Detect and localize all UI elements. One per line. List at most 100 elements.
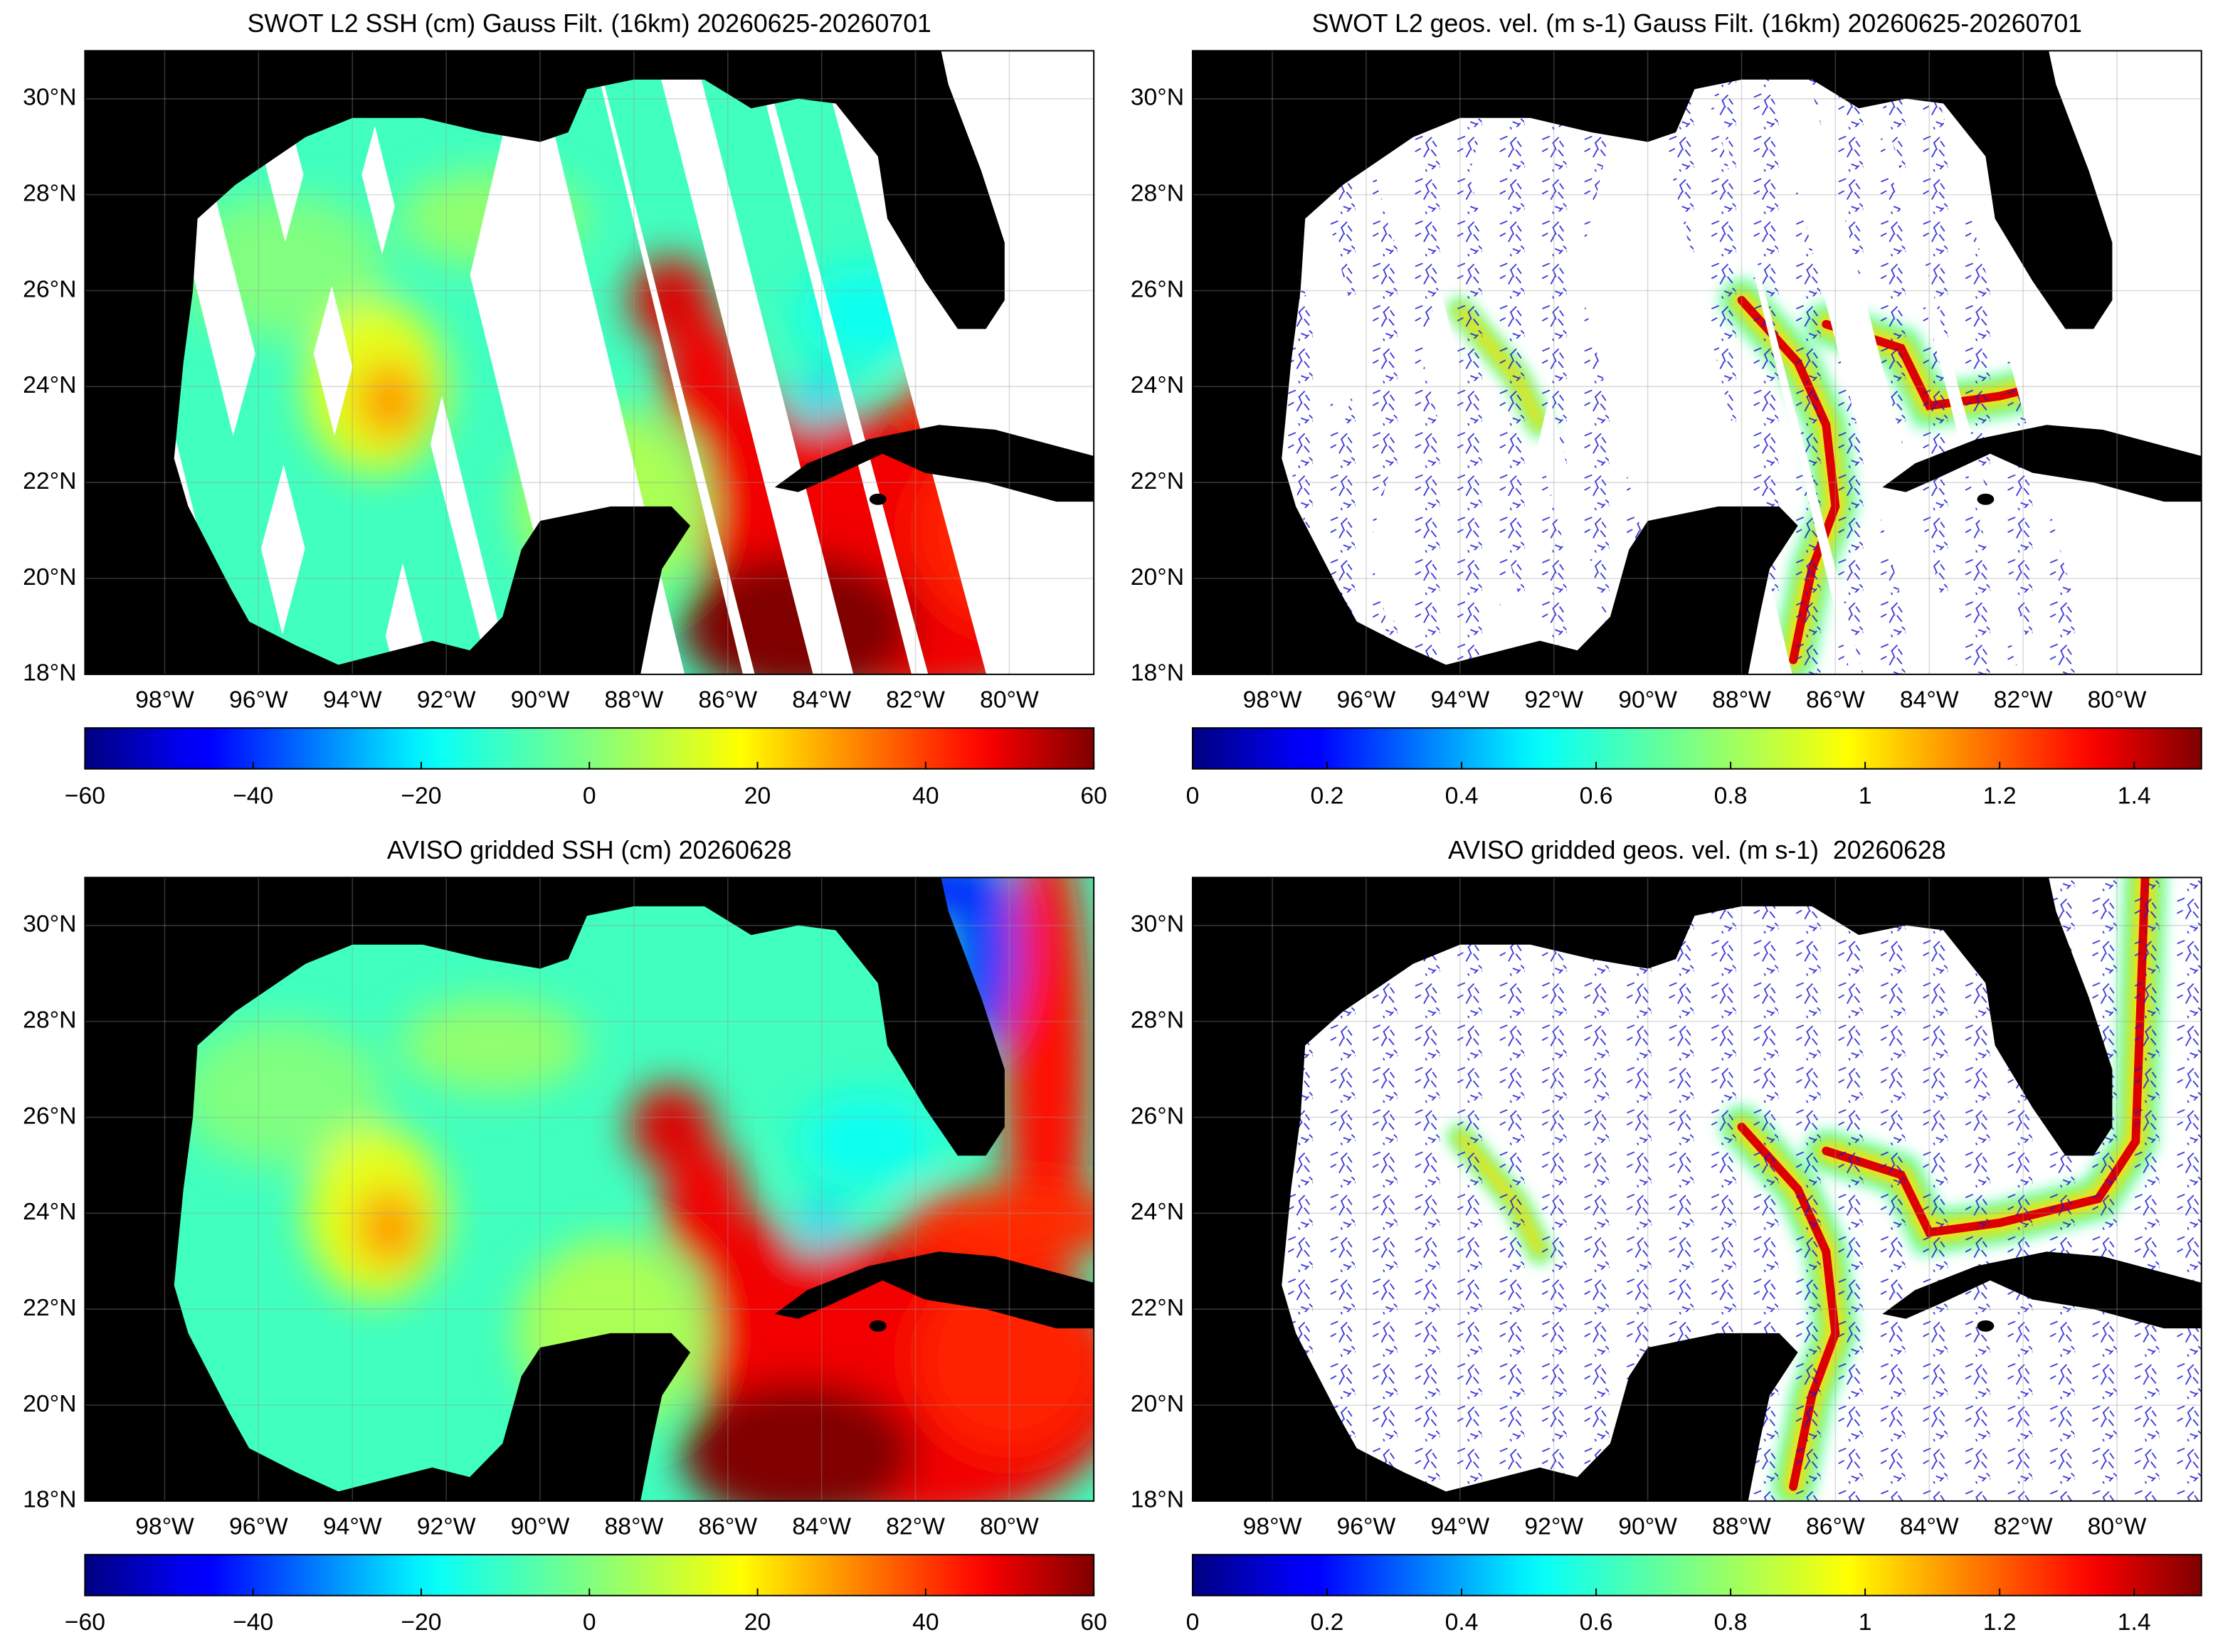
field-blob: [356, 1189, 423, 1266]
y-tick-label: 22°N: [1131, 467, 1184, 494]
x-tick-label: 86°W: [698, 1513, 757, 1540]
x-tick-label: 80°W: [2088, 1513, 2147, 1540]
plot-frame: [84, 50, 1095, 675]
y-tick-label: 30°N: [1131, 84, 1184, 111]
colorbar-tick-label: −40: [233, 1609, 273, 1636]
field-blob: [680, 1381, 916, 1501]
colorbar: [1191, 1554, 2202, 1597]
x-tick-label: 84°W: [792, 686, 851, 713]
panel-title: AVISO gridded geos. vel. (m s-1) 2026062…: [1448, 836, 1946, 864]
x-tick-label: 88°W: [1712, 686, 1771, 713]
x-tick-label: 96°W: [229, 1513, 288, 1540]
plot-area: [1192, 877, 2202, 1501]
x-tick-label: 94°W: [1430, 1513, 1489, 1540]
x-tick-label: 90°W: [1618, 686, 1677, 713]
colorbar-tick-label: 0: [1186, 1609, 1200, 1636]
y-tick-label: 20°N: [1131, 1390, 1184, 1417]
x-tick-label: 82°W: [886, 686, 945, 713]
x-tick-label: 92°W: [1524, 1513, 1583, 1540]
colorbar-tick-label: −40: [233, 782, 273, 809]
y-tick-label: 18°N: [23, 1486, 76, 1513]
x-tick-label: 86°W: [698, 686, 757, 713]
x-tick-label: 96°W: [229, 686, 288, 713]
land: [869, 493, 887, 505]
plot-frame: [1191, 877, 2202, 1502]
plot-area: [85, 877, 1094, 1501]
x-tick-label: 90°W: [511, 1513, 570, 1540]
map-panel: SWOT L2 geos. vel. (m s-1) Gauss Filt. (…: [1131, 9, 2202, 809]
colorbar-tick-label: 0.2: [1311, 782, 1344, 809]
colorbar-tick-label: 60: [1080, 782, 1106, 809]
y-tick-label: 18°N: [1131, 660, 1184, 687]
y-tick-label: 28°N: [23, 180, 76, 207]
x-tick-label: 88°W: [605, 686, 664, 713]
field-blob: [680, 554, 916, 674]
y-tick-label: 28°N: [23, 1007, 76, 1034]
field-blob: [399, 997, 587, 1094]
x-tick-label: 82°W: [1994, 1513, 2053, 1540]
colorbar-tick-label: 1: [1859, 1609, 1872, 1636]
y-tick-label: 30°N: [23, 84, 76, 111]
colorbar: [1191, 727, 2202, 770]
field-blob: [179, 1021, 386, 1165]
colorbar-tick-label: 60: [1080, 1609, 1106, 1636]
colorbar-tick-label: 0.2: [1311, 1609, 1344, 1636]
field-blob: [798, 1199, 845, 1247]
y-tick-label: 30°N: [23, 911, 76, 938]
panel-title: AVISO gridded SSH (cm) 20260628: [387, 836, 792, 864]
colorbar-tick-label: 40: [912, 782, 939, 809]
plot-frame: [84, 877, 1095, 1502]
x-tick-label: 80°W: [980, 1513, 1039, 1540]
land: [774, 1251, 1094, 1329]
colorbar-tick-label: −20: [401, 1609, 441, 1636]
y-tick-label: 20°N: [23, 1390, 76, 1417]
y-tick-label: 18°N: [23, 660, 76, 687]
x-tick-label: 80°W: [980, 686, 1039, 713]
y-tick-label: 26°N: [23, 1102, 76, 1129]
y-tick-label: 24°N: [1131, 1198, 1184, 1225]
colorbar-tick-label: 0.6: [1580, 782, 1613, 809]
land: [85, 51, 1005, 674]
y-tick-label: 24°N: [23, 371, 76, 398]
land: [1192, 51, 2113, 674]
colorbar-tick-label: 1.2: [1983, 1609, 2017, 1636]
x-tick-label: 96°W: [1337, 686, 1396, 713]
field-blob: [798, 1093, 939, 1190]
x-tick-label: 96°W: [1337, 1513, 1396, 1540]
colorbar-tick-label: 1.4: [2118, 1609, 2151, 1636]
y-tick-label: 30°N: [1131, 911, 1184, 938]
x-tick-label: 92°W: [1524, 686, 1583, 713]
x-tick-label: 82°W: [886, 1513, 945, 1540]
land: [85, 877, 1005, 1501]
colorbar-tick-label: −20: [401, 782, 441, 809]
colorbar-tick-label: −60: [65, 782, 105, 809]
x-tick-label: 82°W: [1994, 686, 2053, 713]
y-tick-label: 22°N: [1131, 1294, 1184, 1321]
colorbar-tick-label: 0.6: [1580, 1609, 1613, 1636]
land: [869, 1320, 887, 1332]
colorbar-tick-label: −60: [65, 1609, 105, 1636]
x-tick-label: 90°W: [1618, 1513, 1677, 1540]
x-tick-label: 90°W: [511, 686, 570, 713]
x-tick-label: 98°W: [1243, 686, 1302, 713]
land: [774, 425, 1094, 502]
colorbar-tick-label: 0.4: [1445, 782, 1479, 809]
colorbar-tick-label: 40: [912, 1609, 939, 1636]
land: [1882, 425, 2202, 502]
y-tick-label: 26°N: [23, 275, 76, 302]
colorbar-tick-label: 0: [583, 1609, 596, 1636]
x-tick-label: 98°W: [135, 686, 194, 713]
x-tick-label: 84°W: [1900, 686, 1959, 713]
plot-frame: [1191, 50, 2202, 675]
x-tick-label: 80°W: [2088, 686, 2147, 713]
x-tick-label: 92°W: [417, 686, 476, 713]
x-tick-label: 84°W: [792, 1513, 851, 1540]
colorbar-tick-label: 0.8: [1714, 782, 1748, 809]
y-tick-label: 20°N: [1131, 563, 1184, 591]
land: [1882, 1251, 2202, 1329]
land: [1977, 1320, 1995, 1332]
field-blob: [901, 1184, 1094, 1261]
land: [1192, 877, 2113, 1501]
